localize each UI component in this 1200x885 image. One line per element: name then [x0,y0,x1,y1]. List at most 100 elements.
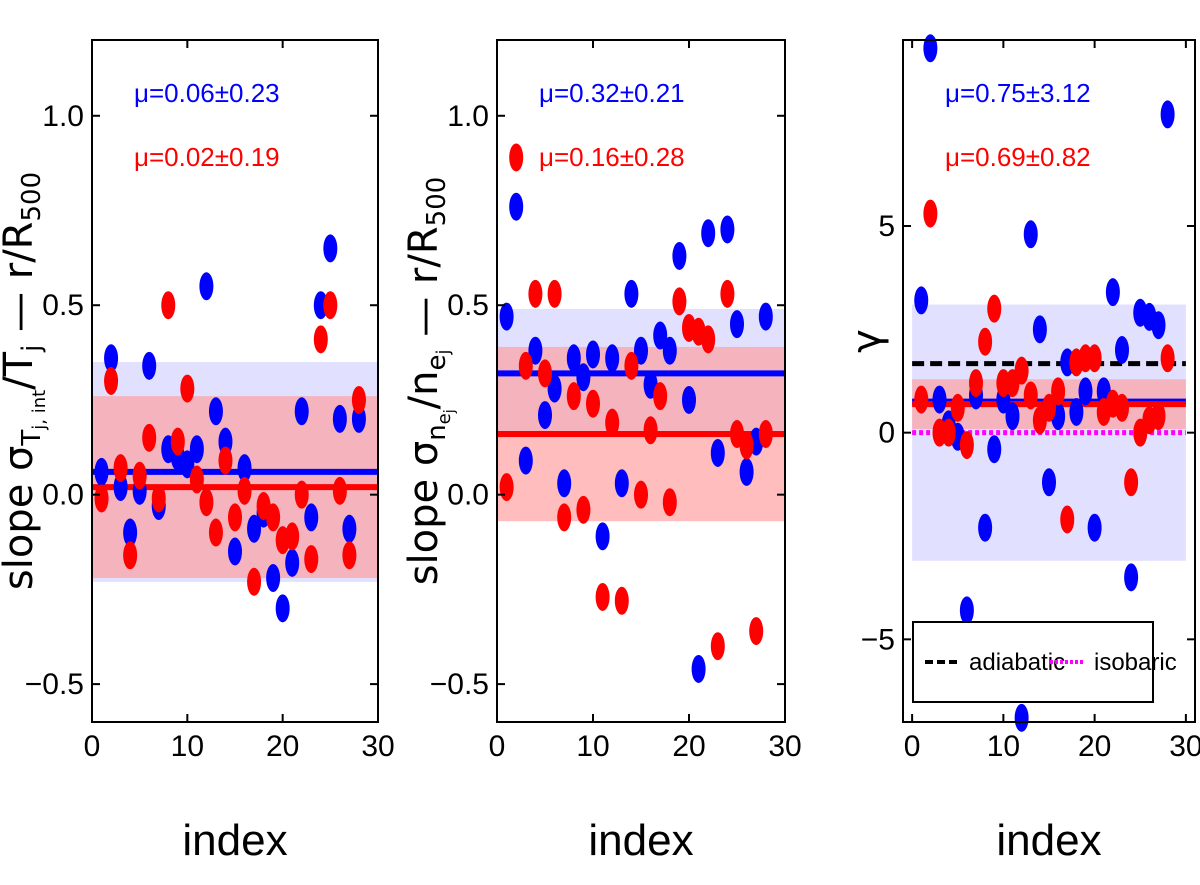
point-blue-13 [208,397,223,426]
point-red-7 [969,369,983,398]
point-red-18 [662,488,677,517]
point-red-2 [104,367,119,395]
point-blue-27 [1151,311,1166,340]
point-red-6 [142,423,157,452]
point-red-12 [605,408,620,437]
point-red-12 [199,488,214,517]
point-red-2 [509,143,524,172]
point-red-26 [739,431,754,460]
point-blue-22 [294,397,309,426]
chart-panel-2: 0 10 20 30 −0.5 0.0 0.5 1.0 index slope σnej/nej … [401,39,802,865]
point-red-7 [557,503,572,532]
annotation-mean-red: μ=0.02±0.19 [134,142,280,172]
point-blue-25 [730,310,744,339]
point-red-23 [304,545,319,574]
point-red-24 [1124,468,1139,497]
point-blue-27 [342,514,357,543]
point-red-11 [189,465,204,494]
point-red-27 [1151,402,1166,431]
point-red-10 [586,389,600,418]
point-red-9 [987,294,1002,323]
point-blue-21 [285,548,300,577]
annotation-mean-red: μ=0.16±0.28 [539,142,685,172]
y-tick-label: 0.0 [447,479,489,512]
y-tick-label: 5 [878,210,895,243]
point-blue-13 [614,469,629,498]
x-tick-label: 30 [1169,730,1200,763]
point-red-1 [94,484,109,513]
point-red-11 [595,582,610,611]
point-red-4 [941,418,956,447]
point-blue-25 [323,234,338,263]
point-blue-20 [1087,513,1102,542]
point-blue-6 [959,596,974,625]
point-red-1 [914,385,929,414]
x-tick-label: 10 [576,730,609,763]
point-blue-6 [142,351,157,380]
point-blue-15 [634,336,648,365]
y-tick-label: 0 [878,417,895,450]
point-red-28 [351,385,366,414]
point-blue-17 [653,321,668,350]
point-red-16 [1051,377,1066,406]
point-red-8 [566,382,581,411]
point-red-23 [1115,393,1129,422]
x-tick-label: 0 [904,730,921,763]
point-blue-23 [710,438,725,467]
point-red-14 [218,446,233,475]
point-blue-11 [1005,402,1020,431]
axes-frame [496,39,786,723]
annotation-mean-blue: μ=0.75±3.12 [945,78,1091,108]
point-red-26 [332,476,347,505]
point-red-15 [1042,393,1056,422]
x-tick-label: 10 [987,730,1020,763]
annotation-mean-blue: μ=0.06±0.23 [134,78,280,108]
point-red-24 [720,279,735,308]
point-blue-11 [189,435,204,464]
point-blue-12 [605,344,620,373]
point-red-19 [672,287,687,316]
point-blue-26 [332,404,347,433]
point-blue-8 [978,513,993,542]
point-blue-3 [932,385,947,414]
point-red-17 [653,382,668,411]
point-blue-8 [566,344,581,373]
point-red-13 [1023,381,1038,410]
point-red-3 [113,454,128,483]
point-red-12 [1014,356,1029,385]
point-red-27 [342,541,357,570]
x-tick-label: 20 [672,730,705,763]
point-red-15 [228,503,242,532]
y-tick-label: −0.5 [25,668,84,701]
y-tick-label: 1.0 [42,100,84,133]
point-blue-11 [595,522,610,551]
point-red-5 [950,393,965,422]
point-red-1 [499,473,514,502]
point-blue-9 [987,435,1002,464]
point-blue-18 [1069,398,1084,426]
point-red-17 [247,567,262,596]
point-blue-15 [228,537,242,566]
point-blue-19 [1078,377,1093,406]
point-red-9 [170,427,185,456]
chart-panel-3: 0 10 20 30 −5 0 5 index γ μ=0.75±3.12 μ=0.69±0.82 a… [844,34,1200,865]
x-tick-label: 20 [266,730,299,763]
point-blue-2 [509,192,524,221]
point-blue-2 [923,34,938,63]
point-red-13 [614,586,629,615]
point-red-14 [624,351,639,380]
point-red-13 [208,518,223,547]
point-blue-12 [199,272,214,301]
point-red-17 [1060,505,1075,534]
point-blue-1 [914,286,929,315]
point-red-2 [923,199,938,228]
point-blue-6 [547,374,562,403]
point-blue-7 [557,469,572,498]
point-blue-20 [682,385,696,414]
point-blue-4 [123,518,138,547]
point-blue-15 [1042,468,1056,497]
point-red-8 [978,327,993,356]
point-blue-3 [518,446,533,475]
point-blue-1 [94,457,109,486]
point-red-20 [1087,344,1102,373]
